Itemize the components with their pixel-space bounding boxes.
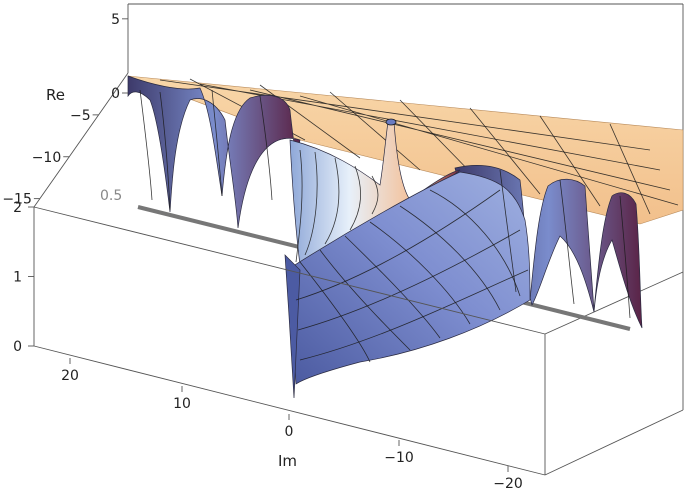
front-sheet-mesh (295, 189, 529, 363)
z-axis: 0 1 2 (13, 200, 34, 355)
re-tick-4-label: −15 (2, 192, 32, 208)
re-axis-label: Re (46, 86, 65, 104)
re-axis: 5 0 −5 −10 −15 (2, 12, 128, 208)
surface-spike-top (385, 118, 397, 126)
re-tick-1-label: 0 (111, 86, 120, 102)
re-tick-0-label: 5 (111, 12, 120, 28)
bounding-box-front (33, 206, 684, 476)
cone-mesh (295, 149, 379, 263)
im-tick-3-label: −10 (384, 450, 414, 466)
im-tick-1-label: 10 (173, 396, 191, 412)
z-tick-1-label: 1 (13, 270, 22, 286)
z-tick-0-label: 0 (13, 339, 22, 355)
wall-mesh (139, 89, 631, 319)
reference-line-label: 0.5 (100, 188, 122, 204)
im-tick-4-label: −20 (493, 476, 523, 489)
im-axis: 20 10 0 −10 −20 (61, 358, 523, 489)
surface-back-wall (127, 75, 301, 229)
surface-spike-down (284, 254, 301, 399)
im-tick-0-label: 20 (61, 368, 79, 384)
re-tick-2-label: −5 (70, 108, 91, 124)
z-tick-2-label: 2 (13, 200, 22, 216)
im-axis-label: Im (278, 452, 297, 470)
surface-front-sheet (289, 171, 531, 385)
im-tick-2-label: 0 (285, 424, 294, 440)
re-tick-3-label: −10 (32, 150, 62, 166)
